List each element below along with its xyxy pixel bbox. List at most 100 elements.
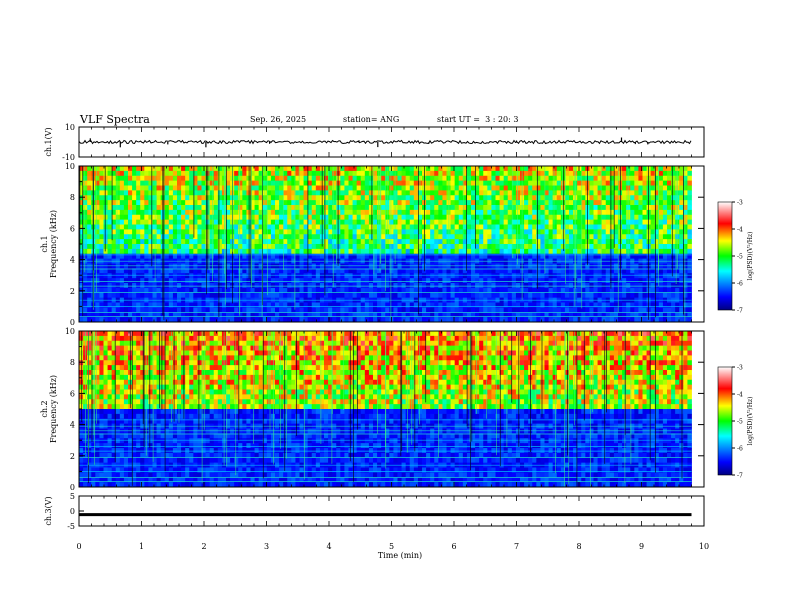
spectrogram-cell — [79, 355, 84, 361]
spectrogram-cell — [123, 268, 129, 274]
spectrogram-cell — [172, 287, 178, 294]
spectrogram-cell — [136, 214, 141, 221]
spectrogram-cell — [95, 200, 100, 206]
spectrogram-cell — [466, 317, 472, 323]
spectrogram-cell — [687, 219, 692, 225]
spectrogram-cell — [638, 244, 643, 250]
spectrogram-cell — [573, 205, 578, 211]
spectrogram-cell — [556, 273, 562, 279]
spectrogram-cell — [458, 312, 464, 318]
spectrogram-cell — [181, 175, 186, 182]
spectrogram-cell — [246, 302, 251, 308]
spectrogram-cell — [438, 248, 443, 255]
spectrogram-cell — [148, 229, 153, 235]
spectrogram-cell — [650, 273, 656, 279]
spectrogram-cell — [446, 317, 451, 323]
spectrogram-cell — [536, 205, 541, 211]
spectrogram-cell — [283, 273, 288, 279]
spectrogram-cell — [238, 190, 243, 196]
spectrogram-cell — [348, 292, 353, 299]
spectrogram-cell — [213, 190, 219, 196]
spectrogram-cell — [650, 205, 656, 211]
spectrogram-cell — [352, 244, 358, 250]
spectrogram-cell — [589, 307, 594, 313]
spectrogram-cell — [79, 234, 84, 240]
spectrogram-cell — [520, 312, 525, 318]
spectrogram-cell — [540, 239, 545, 245]
spectrogram-cell — [454, 175, 460, 182]
spectrogram-cell — [348, 317, 353, 323]
spectrogram-cell — [152, 273, 157, 279]
spectrogram-cell — [79, 394, 84, 400]
spectrogram-cell — [385, 273, 390, 279]
spectrogram-cell — [573, 239, 578, 245]
spectrogram-cell — [487, 244, 492, 250]
spectrogram-cell — [569, 229, 574, 235]
spectrogram-cell — [79, 180, 84, 186]
spectrogram-cell — [393, 317, 398, 323]
spectrogram-cell — [364, 317, 370, 323]
spectrogram-cell — [132, 248, 137, 255]
spectrogram-cell — [630, 175, 635, 182]
spectrogram-cell — [450, 190, 456, 196]
spectrogram-cell — [520, 302, 525, 308]
spectrogram-cell — [266, 219, 272, 225]
spectrogram-cell — [642, 292, 647, 299]
spectrogram-cell — [87, 234, 92, 240]
spectrogram-cell — [128, 278, 133, 284]
spectrogram-cell — [430, 170, 435, 177]
spectrogram-cell — [430, 317, 435, 323]
spectrogram-cell — [524, 244, 529, 250]
spectrogram-cell — [87, 180, 92, 186]
spectrogram-cell — [405, 317, 411, 323]
spectrogram-cell — [544, 180, 549, 186]
spectrogram-cell — [397, 170, 402, 177]
spectrogram-cell — [344, 312, 349, 318]
spectrogram-cell — [140, 312, 145, 318]
spectrogram-cell — [344, 195, 349, 201]
spectrogram-cell — [430, 292, 435, 299]
spectrogram-cell — [569, 234, 574, 240]
spectrogram-cell — [364, 200, 370, 206]
spectrogram-cell — [344, 234, 349, 240]
spectrogram-cell — [511, 190, 517, 196]
spectrogram-cell — [569, 185, 574, 191]
spectrogram-cell — [368, 278, 374, 284]
spectrogram-cell — [156, 200, 162, 206]
spectrogram-cell — [275, 180, 280, 186]
spectrogram-cell — [605, 200, 611, 206]
spectrogram-cell — [462, 205, 468, 211]
spectrogram-cell — [446, 283, 451, 289]
spectrogram-cell — [548, 219, 554, 225]
spectrogram-cell — [589, 239, 594, 245]
spectrogram-cell — [164, 229, 170, 235]
spectrogram-cell — [128, 175, 133, 182]
spectrogram-cell — [299, 185, 304, 191]
spectrogram-cell — [348, 248, 353, 255]
spectrogram-cell — [511, 209, 517, 216]
spectrogram-cell — [560, 307, 566, 313]
spectrogram-cell — [279, 302, 284, 308]
spectrogram-cell — [368, 205, 374, 211]
spectrogram-cell — [532, 205, 537, 211]
spectrogram-cell — [397, 287, 402, 294]
spectrogram-cell — [164, 244, 170, 250]
spectrogram-cell — [262, 268, 268, 274]
spectrogram-cell — [626, 292, 631, 299]
spectrogram-cell — [209, 292, 215, 299]
spectrogram-cell — [426, 229, 431, 235]
spectrogram-cell — [417, 302, 423, 308]
spectrogram-cell — [642, 248, 647, 255]
spectrogram-cell — [671, 180, 676, 186]
spectrogram-cell — [560, 229, 566, 235]
spectrogram-cell — [434, 195, 439, 201]
spectrogram-cell — [479, 302, 484, 308]
spectrogram-cell — [462, 317, 468, 323]
spectrogram-cell — [507, 239, 513, 245]
spectrogram-cell — [79, 248, 84, 255]
spectrogram-cell — [560, 214, 566, 221]
spectrogram-cell — [450, 239, 456, 245]
spectrogram-cell — [642, 195, 647, 201]
spectrogram-cell — [107, 229, 113, 235]
spectrogram-cell — [107, 292, 113, 299]
